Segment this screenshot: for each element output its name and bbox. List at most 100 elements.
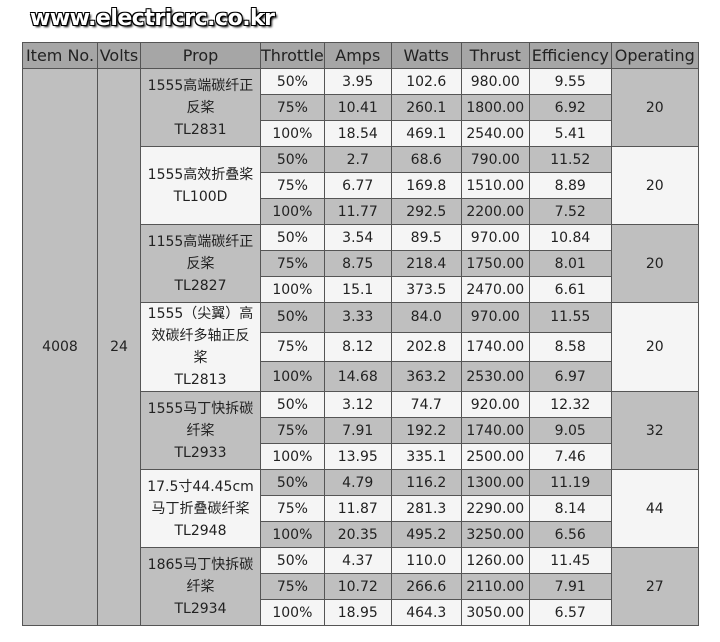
value-cell: 373.5 <box>390 276 462 303</box>
value-cell: 4.79 <box>323 469 392 496</box>
item-no: 4008 <box>22 68 98 626</box>
value-cell: 2110.00 <box>460 573 530 600</box>
value-cell: 6.77 <box>323 172 392 199</box>
prop-line: 反桨 <box>186 99 215 116</box>
value-cell: 18.54 <box>323 120 392 147</box>
value-cell: 8.58 <box>528 331 612 363</box>
value-cell: 5.41 <box>528 120 612 147</box>
prop-cell: 1865马丁快拆碳 纤桨 TL2934 <box>140 547 261 626</box>
table-body: 4008 24 1555高端碳纤正 反桨 TL2831 50% 3.95 102.6 980.0… <box>22 68 699 626</box>
value-cell: 1300.00 <box>460 469 530 496</box>
value-cell: 1740.00 <box>460 417 530 444</box>
value-cell: 2470.00 <box>460 276 530 303</box>
value-cell: 50% <box>260 68 325 95</box>
prop-line: 1555（尖翼）高 <box>147 306 254 322</box>
prop-line: TL100D <box>173 188 228 205</box>
prop-line: TL2933 <box>174 444 227 461</box>
value-cell: 9.05 <box>528 417 612 444</box>
value-cell: 2540.00 <box>460 120 530 147</box>
value-cell: 50% <box>260 146 325 173</box>
value-cell: 10.84 <box>528 224 612 251</box>
value-cell: 8.89 <box>528 172 612 199</box>
value-cell: 202.8 <box>390 331 462 363</box>
data-row: 100% 18.54 469.1 2540.00 5.41 <box>23 120 699 147</box>
value-cell: 3.12 <box>323 391 392 418</box>
prop-cell: 1555高端碳纤正 反桨 TL2831 <box>140 68 261 147</box>
value-cell: 1740.00 <box>460 331 530 363</box>
value-cell: 2.7 <box>323 146 392 173</box>
value-cell: 6.92 <box>528 94 612 121</box>
value-cell: 363.2 <box>390 361 462 392</box>
value-cell: 102.6 <box>390 68 462 95</box>
prop-line: 1155高端碳纤正 <box>147 233 254 250</box>
value-cell: 10.41 <box>323 94 392 121</box>
value-cell: 218.4 <box>390 250 462 277</box>
value-cell: 74.7 <box>390 391 462 418</box>
data-row: 100% 15.1 373.5 2470.00 6.61 <box>23 276 699 303</box>
value-cell: 110.0 <box>390 547 462 574</box>
value-cell: 4.37 <box>323 547 392 574</box>
value-cell: 3250.00 <box>460 521 530 548</box>
value-cell: 980.00 <box>460 68 530 95</box>
value-cell: 8.14 <box>528 495 612 522</box>
value-cell: 11.19 <box>528 469 612 496</box>
value-cell: 2530.00 <box>460 361 530 392</box>
operating: 20 <box>610 224 699 303</box>
data-row: 17.5寸44.45cm 马丁折叠碳纤桨 TL2948 50% 4.79 116.2 130… <box>23 469 699 548</box>
value-cell: 790.00 <box>460 146 530 173</box>
value-cell: 100% <box>260 443 325 470</box>
operating: 20 <box>610 302 699 392</box>
value-cell: 18.95 <box>323 599 392 626</box>
value-cell: 6.57 <box>528 599 612 626</box>
data-row: 1555（尖翼）高 效碳纤多轴正反桨 TL2813 50% 3.33 84.0 970.00… <box>23 302 699 392</box>
value-cell: 1750.00 <box>460 250 530 277</box>
watermark: www.electricrc.co.kr <box>30 6 275 31</box>
prop-line: 反桨 <box>186 255 215 272</box>
value-cell: 20.35 <box>323 521 392 548</box>
value-cell: 495.2 <box>390 521 462 548</box>
value-cell: 169.8 <box>390 172 462 199</box>
value-cell: 970.00 <box>460 302 530 333</box>
value-cell: 11.52 <box>528 146 612 173</box>
value-cell: 75% <box>260 172 325 199</box>
value-cell: 100% <box>260 120 325 147</box>
value-cell: 1260.00 <box>460 547 530 574</box>
data-row: 100% 20.35 495.2 3250.00 6.56 <box>23 521 699 548</box>
header-cell: Thrust <box>460 42 530 69</box>
value-cell: 100% <box>260 521 325 548</box>
value-cell: 281.3 <box>390 495 462 522</box>
value-cell: 13.95 <box>323 443 392 470</box>
value-cell: 75% <box>260 250 325 277</box>
value-cell: 292.5 <box>390 198 462 225</box>
data-row: 1865马丁快拆碳 纤桨 TL2934 50% 4.37 110.0 1260.00 11.4… <box>23 547 699 626</box>
value-cell: 14.68 <box>323 361 392 392</box>
data-row: 100% 14.68 363.2 2530.00 6.97 <box>23 361 699 392</box>
prop-line: TL2831 <box>174 121 227 138</box>
header-cell: Throttle <box>260 42 325 69</box>
data-row: 75% 10.72 266.6 2110.00 7.91 <box>23 573 699 600</box>
value-cell: 75% <box>260 495 325 522</box>
value-cell: 50% <box>260 469 325 496</box>
value-cell: 469.1 <box>390 120 462 147</box>
value-cell: 7.91 <box>323 417 392 444</box>
value-cell: 1510.00 <box>460 172 530 199</box>
header-cell: Amps <box>323 42 392 69</box>
value-cell: 2200.00 <box>460 198 530 225</box>
prop-cell: 1555（尖翼）高 效碳纤多轴正反桨 TL2813 <box>140 302 261 392</box>
value-cell: 11.77 <box>323 198 392 225</box>
header-cell: Item No. <box>22 42 98 69</box>
operating: 20 <box>610 146 699 225</box>
value-cell: 6.61 <box>528 276 612 303</box>
value-cell: 100% <box>260 276 325 303</box>
prop-line: TL2827 <box>174 277 227 294</box>
value-cell: 8.12 <box>323 331 392 363</box>
prop-cell: 1555高效折叠桨 TL100D <box>140 146 261 225</box>
data-row: 75% 8.12 202.8 1740.00 8.58 <box>23 331 699 363</box>
data-row: 1155高端碳纤正 反桨 TL2827 50% 3.54 89.5 970.00 10.84 2… <box>23 224 699 303</box>
value-cell: 464.3 <box>390 599 462 626</box>
value-cell: 970.00 <box>460 224 530 251</box>
data-row: 4008 24 1555高端碳纤正 反桨 TL2831 50% 3.95 102.6 980.0… <box>22 68 699 626</box>
prop-line: 1555高效折叠桨 <box>147 166 254 183</box>
prop-line: TL2934 <box>174 600 227 617</box>
